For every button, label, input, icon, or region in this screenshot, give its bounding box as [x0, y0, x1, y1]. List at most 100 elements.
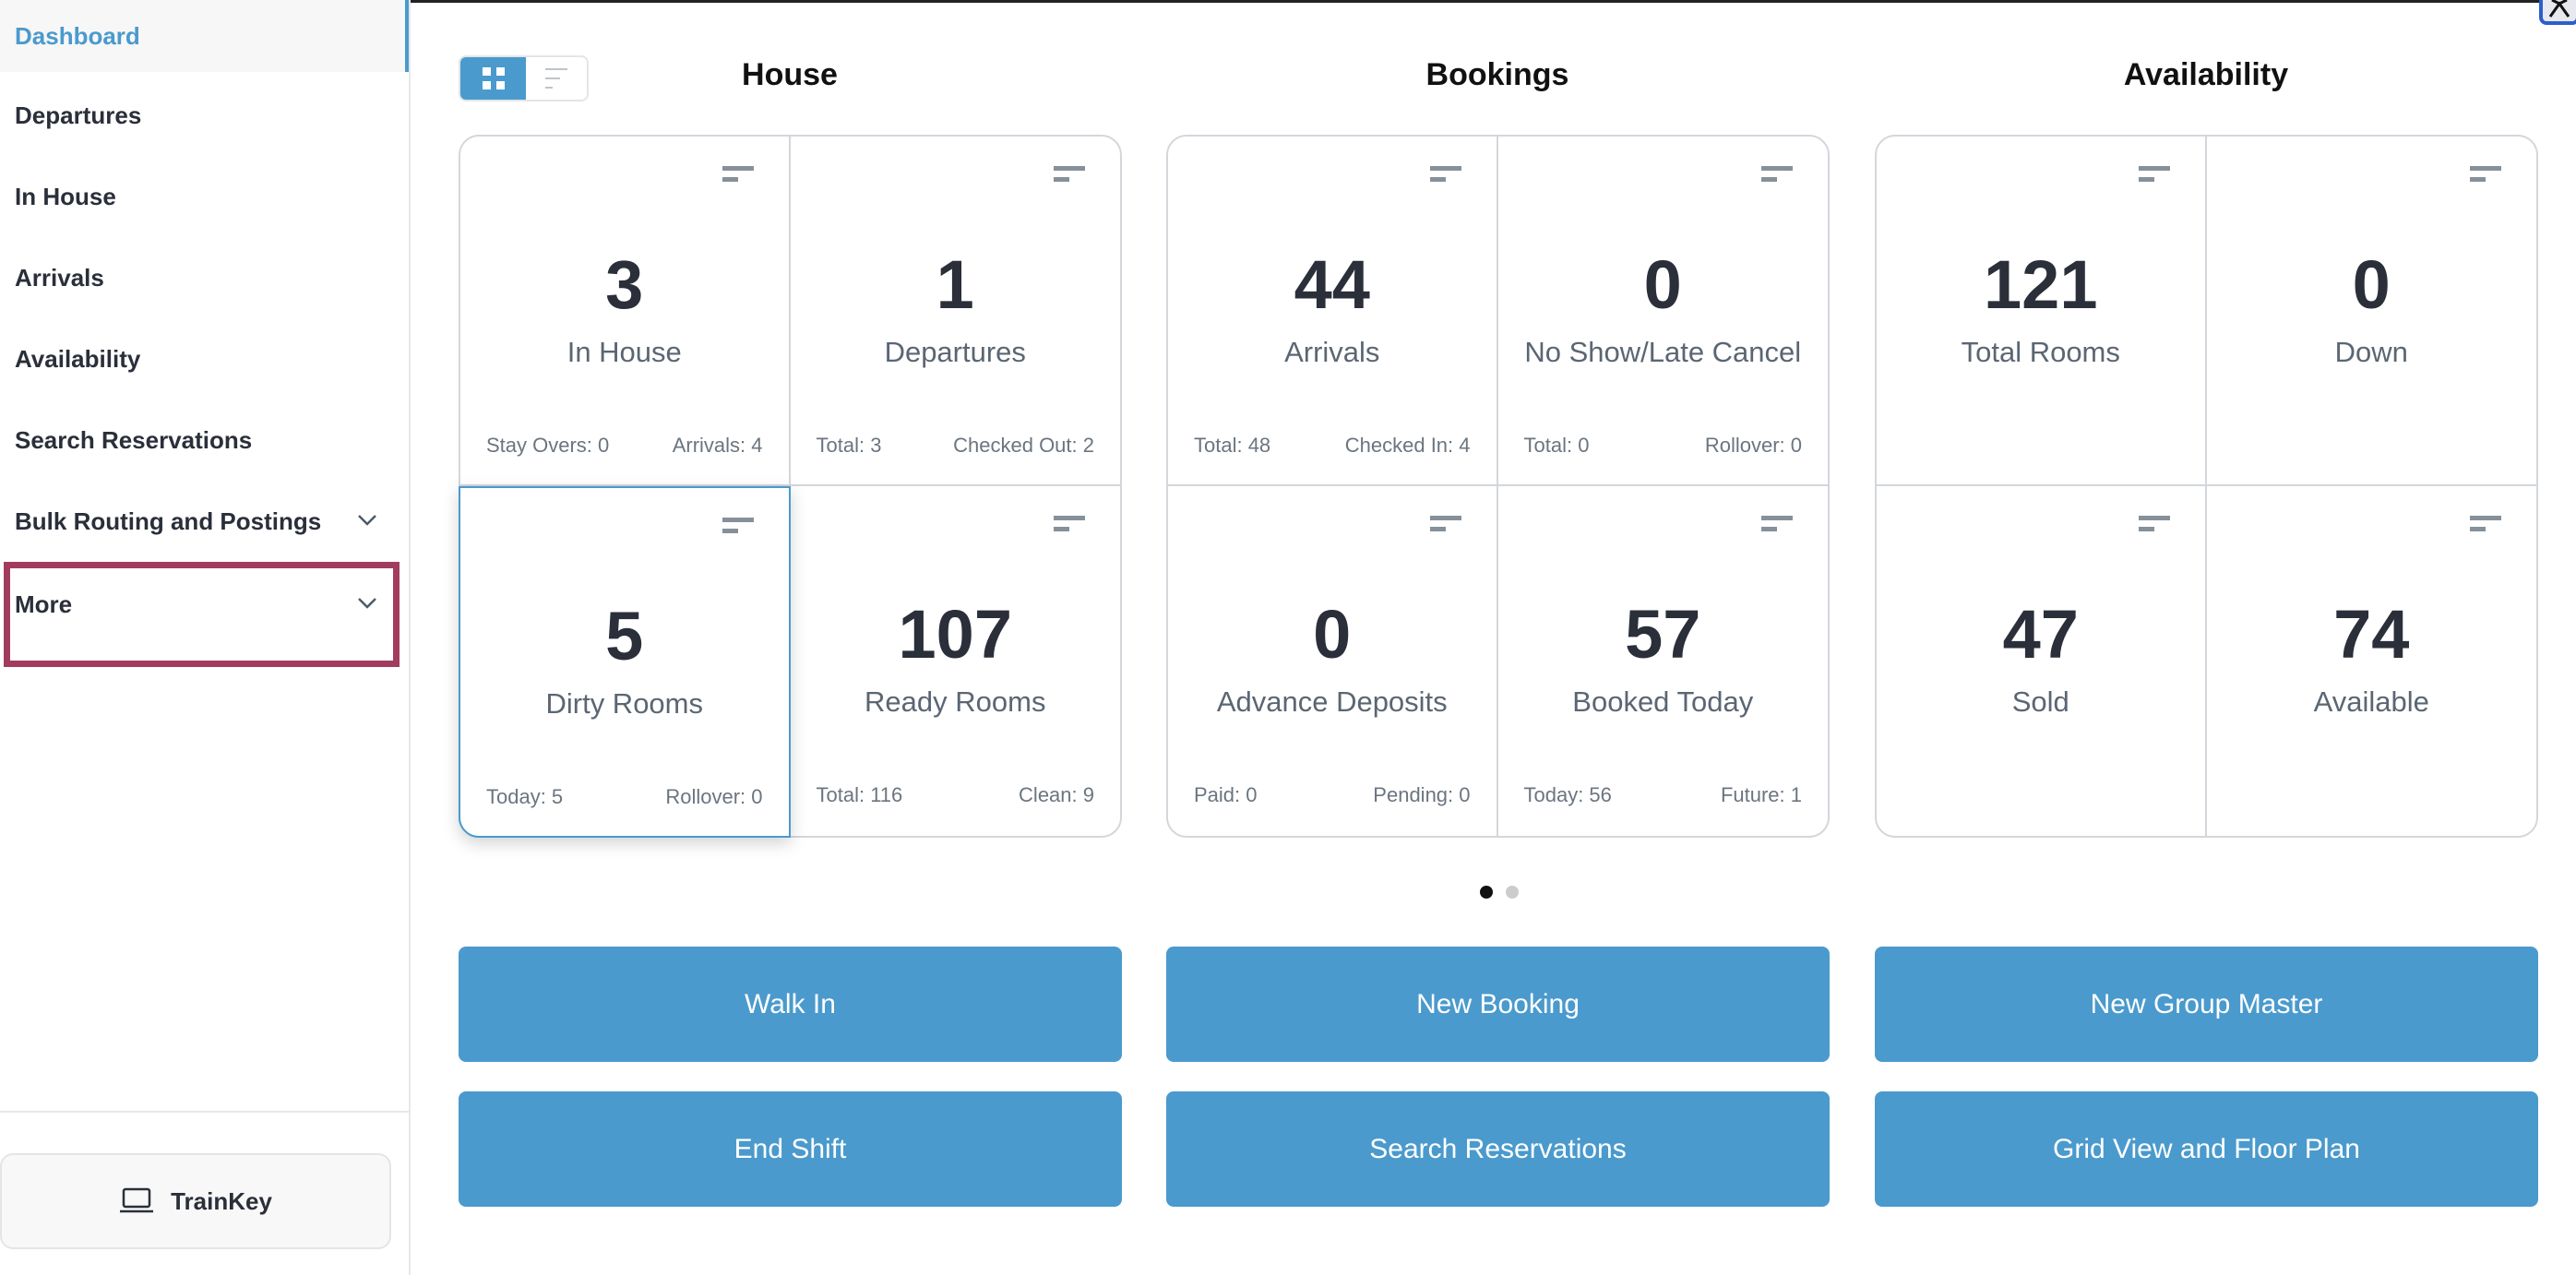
end-shift-button[interactable]: End Shift: [459, 1091, 1122, 1207]
section-title-house: House: [742, 57, 838, 92]
close-button[interactable]: [2539, 0, 2576, 25]
stat-tile[interactable]: 0 Advance Deposits Paid: 0 Pending: 0: [1168, 486, 1498, 836]
sidebar-item-availability[interactable]: Availability: [0, 323, 409, 395]
sidebar-item-label: Search Reservations: [15, 425, 253, 454]
stat-label: Booked Today: [1572, 685, 1754, 718]
sort-icon[interactable]: [2138, 166, 2170, 185]
stat-label: Down: [2334, 336, 2408, 368]
stat-footer: Stay Overs: 0 Arrivals: 4: [486, 434, 763, 458]
sort-icon[interactable]: [1054, 516, 1085, 534]
sort-icon[interactable]: [2138, 516, 2170, 534]
stat-tile[interactable]: 107 Ready Rooms Total: 116 Clean: 9: [791, 486, 1121, 836]
stat-footer-left: Total: 48: [1194, 434, 1271, 457]
trainkey-label: TrainKey: [171, 1186, 272, 1215]
stat-value: 107: [898, 596, 1012, 673]
sort-icon[interactable]: [2470, 516, 2501, 534]
grid-icon: [482, 67, 505, 89]
sidebar-item-search-reservations[interactable]: Search Reservations: [0, 404, 409, 476]
chevron-down-icon: [358, 515, 376, 526]
view-toggle: [459, 55, 589, 101]
stat-footer-left: Today: 56: [1523, 783, 1612, 806]
stat-footer-right: Rollover: 0: [1704, 434, 1802, 457]
sidebar-item-arrivals[interactable]: Arrivals: [0, 242, 409, 314]
stat-footer-left: Total: 3: [816, 434, 882, 457]
stat-label: In House: [566, 336, 682, 368]
top-border: [411, 0, 2576, 3]
sidebar-item-label: In House: [15, 182, 116, 210]
sidebar-divider: [0, 1111, 409, 1113]
sidebar-item-bulk-routing[interactable]: Bulk Routing and Postings: [0, 485, 409, 557]
list-view-button[interactable]: [526, 57, 587, 100]
stat-footer-right: Clean: 9: [1019, 783, 1094, 806]
stat-footer-right: Checked In: 4: [1344, 434, 1471, 457]
sidebar-item-in-house[interactable]: In House: [0, 161, 409, 232]
grid-view-button[interactable]: [460, 57, 526, 100]
stat-tile[interactable]: 47 Sold: [1877, 486, 2207, 836]
sidebar-item-dashboard[interactable]: Dashboard: [0, 0, 409, 72]
stat-tile[interactable]: 3 In House Stay Overs: 0 Arrivals: 4: [460, 137, 791, 486]
stat-label: No Show/Late Cancel: [1524, 336, 1802, 368]
stat-footer-right: Arrivals: 4: [672, 434, 763, 457]
walk-in-button[interactable]: Walk In: [459, 947, 1122, 1062]
grid-view-floor-plan-button[interactable]: Grid View and Floor Plan: [1875, 1091, 2538, 1207]
stat-footer-right: Checked Out: 2: [953, 434, 1094, 457]
stat-tile[interactable]: 44 Arrivals Total: 48 Checked In: 4: [1168, 137, 1498, 486]
stat-label: Available: [2313, 685, 2429, 718]
stat-tile[interactable]: 121 Total Rooms: [1877, 137, 2207, 486]
sort-icon[interactable]: [722, 518, 754, 536]
sort-icon[interactable]: [1429, 166, 1461, 185]
stat-tile[interactable]: 74 Available: [2207, 486, 2537, 836]
stat-label: Ready Rooms: [865, 685, 1046, 718]
sidebar-item-label: Arrivals: [15, 263, 104, 292]
stat-footer-left: Paid: 0: [1194, 783, 1258, 806]
stat-label: Sold: [2011, 685, 2069, 718]
stat-footer-right: Rollover: 0: [665, 785, 763, 808]
sort-icon[interactable]: [1054, 166, 1085, 185]
chevron-down-icon: [358, 598, 376, 609]
stat-footer-left: Stay Overs: 0: [486, 434, 610, 457]
stat-value: 3: [605, 246, 644, 323]
sidebar-item-label: Departures: [15, 101, 142, 129]
highlight-box: [4, 562, 400, 667]
stat-footer: Total: 116 Clean: 9: [817, 783, 1095, 807]
section-card-availability: 121 Total Rooms 0 Down 47 Sold 74 Available: [1875, 135, 2538, 838]
trainkey-button[interactable]: TrainKey: [0, 1153, 391, 1249]
sidebar-item-label: Dashboard: [15, 21, 140, 50]
sort-icon[interactable]: [2470, 166, 2501, 185]
list-icon: [545, 68, 567, 89]
stat-value: 47: [2002, 596, 2079, 673]
sort-icon[interactable]: [1761, 516, 1793, 534]
sort-icon[interactable]: [1429, 516, 1461, 534]
search-reservations-button[interactable]: Search Reservations: [1166, 1091, 1830, 1207]
stat-label: Arrivals: [1284, 336, 1380, 368]
pager-dot-1[interactable]: [1480, 886, 1493, 899]
pager-dot-2[interactable]: [1506, 886, 1519, 899]
stat-footer: Today: 56 Future: 1: [1524, 783, 1803, 807]
stat-tile[interactable]: 0 No Show/Late Cancel Total: 0 Rollover: 0: [1497, 137, 1828, 486]
stat-footer-left: Total: 0: [1523, 434, 1590, 457]
sort-icon[interactable]: [1761, 166, 1793, 185]
new-group-master-button[interactable]: New Group Master: [1875, 947, 2538, 1062]
stat-tile[interactable]: 0 Down: [2206, 137, 2536, 486]
stat-tile[interactable]: 57 Booked Today Today: 56 Future: 1: [1498, 486, 1829, 836]
section-title-bookings: Bookings: [1425, 57, 1569, 92]
pager-dots: [1480, 886, 1519, 899]
new-booking-button[interactable]: New Booking: [1166, 947, 1830, 1062]
sidebar-item-label: More: [15, 590, 73, 618]
stat-value: 5: [605, 598, 644, 674]
sidebar-item-label: Availability: [15, 344, 141, 373]
section-card-bookings: 44 Arrivals Total: 48 Checked In: 4 0 No Show…: [1166, 135, 1830, 838]
stat-footer: Total: 48 Checked In: 4: [1194, 434, 1471, 458]
stat-footer-right: Pending: 0: [1373, 783, 1471, 806]
sidebar-item-departures[interactable]: Departures: [0, 79, 409, 151]
stat-tile[interactable]: 5 Dirty Rooms Today: 5 Rollover: 0: [459, 486, 791, 838]
stat-footer-right: Future: 1: [1720, 783, 1802, 806]
stat-value: 121: [1984, 246, 2098, 323]
stat-footer: Total: 3 Checked Out: 2: [817, 434, 1095, 458]
stat-value: 0: [1643, 246, 1682, 323]
stat-tile[interactable]: 1 Departures Total: 3 Checked Out: 2: [790, 137, 1120, 486]
sort-icon[interactable]: [722, 166, 754, 185]
sidebar-item-more[interactable]: More: [0, 568, 409, 640]
stat-label: Departures: [884, 336, 1026, 368]
stat-value: 1: [936, 246, 974, 323]
